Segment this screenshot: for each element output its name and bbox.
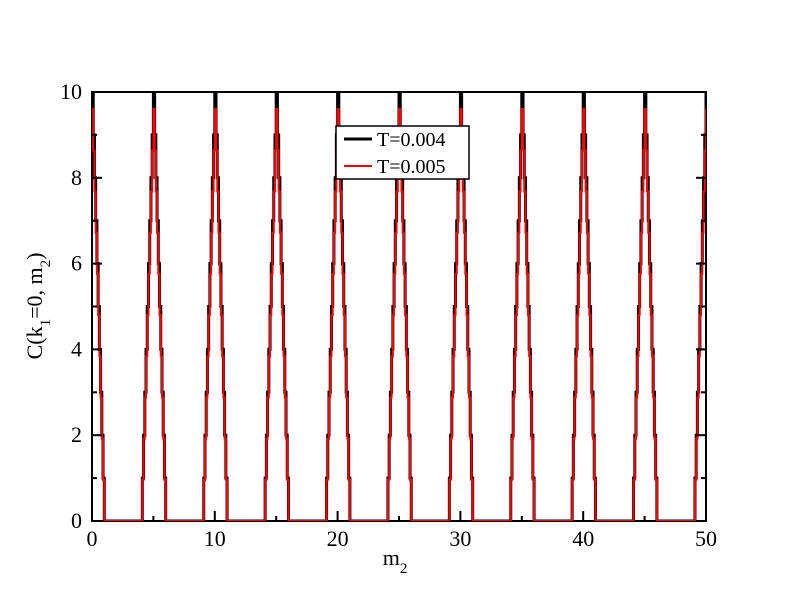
x-tick-label: 20 <box>327 526 349 551</box>
legend-label-t0004: T=0.004 <box>377 129 446 151</box>
legend-label-t0005: T=0.005 <box>377 156 446 178</box>
y-tick-label: 4 <box>71 336 82 361</box>
x-tick-label: 30 <box>449 526 471 551</box>
labels-layer: 0 10 20 30 40 50 0 2 4 6 8 10 <box>60 79 717 551</box>
x-tick-label: 10 <box>204 526 226 551</box>
ticks-layer <box>91 91 707 522</box>
legend-box <box>335 125 470 180</box>
y-tick-label: 2 <box>71 422 82 447</box>
x-axis-label: m2 <box>383 545 408 577</box>
y-tick-label: 6 <box>71 251 82 276</box>
series-layer <box>92 92 706 521</box>
series-line-1 <box>92 108 706 521</box>
x-tick-label: 0 <box>87 526 98 551</box>
legend: T=0.004 T=0.005 <box>335 125 470 180</box>
y-tick-label: 8 <box>71 165 82 190</box>
y-tick-label: 0 <box>71 508 82 533</box>
x-tick-label: 40 <box>572 526 594 551</box>
x-tick-label: 50 <box>695 526 717 551</box>
y-axis-label: C(k1=0, m2) <box>22 253 54 360</box>
y-tick-label: 10 <box>60 79 82 104</box>
